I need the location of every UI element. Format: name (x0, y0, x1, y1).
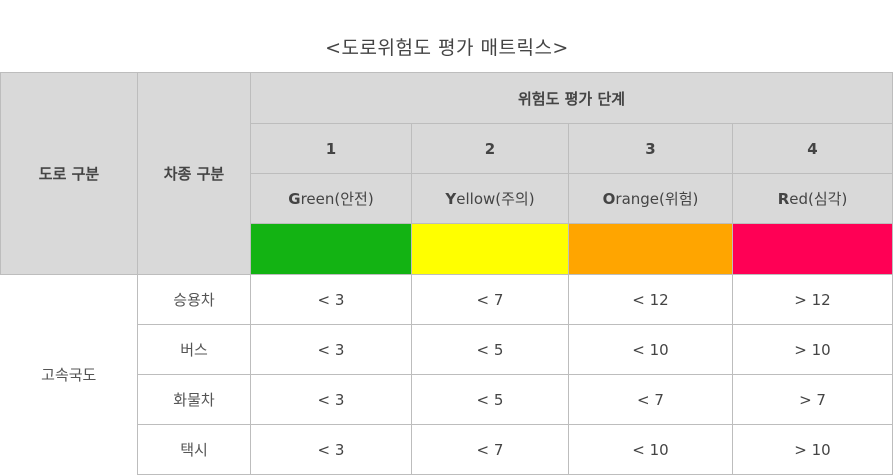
level-name: Orange(위험) (568, 173, 733, 224)
level-name-rest: reen(안전) (300, 190, 374, 208)
level-number: 1 (250, 123, 412, 174)
color-swatch-red (731, 223, 894, 275)
threshold-cell: < 12 (568, 274, 733, 325)
threshold-cell: < 3 (250, 424, 412, 475)
header-row-levels: 1 2 3 4 (1, 123, 894, 174)
threshold-cell: < 3 (250, 324, 412, 375)
risk-level-group-header: 위험도 평가 단계 (249, 72, 894, 124)
level-initial: O (602, 190, 616, 208)
color-swatch-orange (568, 223, 733, 275)
threshold-cell: > 10 (731, 324, 894, 375)
level-initial: R (777, 190, 790, 208)
level-name-rest: range(위험) (615, 190, 699, 208)
level-name: Green(안전) (250, 173, 412, 224)
threshold-cell: < 5 (411, 374, 569, 425)
risk-matrix-table: 도로 구분 차종 구분 위험도 평가 단계 1 2 3 4 Green(안전) … (0, 72, 894, 475)
table-row: 화물차 < 3 < 5 < 7 > 7 (1, 374, 894, 425)
level-name: Red(심각) (731, 173, 894, 224)
vehicle-type-cell: 버스 (137, 324, 251, 375)
vehicle-type-cell: 화물차 (137, 374, 251, 425)
threshold-cell: < 5 (411, 324, 569, 375)
table-row: 고속국도 승용차 < 3 < 7 < 12 > 12 (0, 274, 894, 475)
threshold-cell: > 10 (731, 424, 894, 475)
table-row: 택시 < 3 < 7 < 10 > 10 (1, 424, 894, 475)
threshold-cell: < 3 (250, 274, 412, 325)
vehicle-type-cell: 택시 (137, 424, 251, 475)
table-row: 버스 < 3 < 5 < 10 > 10 (1, 324, 894, 375)
road-type-cell: 고속국도 (0, 274, 138, 475)
level-name: Yellow(주의) (411, 173, 569, 224)
level-name-rest: ed(심각) (789, 190, 848, 208)
level-initial: G (288, 190, 301, 208)
level-number: 4 (731, 123, 894, 174)
threshold-cell: < 3 (250, 374, 412, 425)
threshold-cell: > 12 (731, 274, 894, 325)
vehicle-type-header: 차종 구분 (137, 72, 251, 275)
threshold-cell: < 7 (411, 274, 569, 325)
threshold-cell: < 7 (411, 424, 569, 475)
header-row-group: 도로 구분 차종 구분 위험도 평가 단계 (0, 72, 894, 275)
threshold-cell: < 7 (568, 374, 733, 425)
road-type-header: 도로 구분 (0, 72, 138, 275)
threshold-cell: > 7 (731, 374, 894, 425)
threshold-cell: < 10 (568, 324, 733, 375)
threshold-cell: < 10 (568, 424, 733, 475)
vehicle-type-cell: 승용차 (137, 274, 251, 325)
header-row-names: Green(안전) Yellow(주의) Orange(위험) Red(심각) (1, 173, 894, 224)
level-number: 2 (411, 123, 569, 174)
level-initial: Y (445, 190, 457, 208)
page-title: <도로위험도 평가 매트릭스> (325, 37, 569, 59)
color-swatch-green (250, 223, 412, 275)
level-name-rest: ellow(주의) (456, 190, 535, 208)
level-number: 3 (568, 123, 733, 174)
color-swatch-yellow (411, 223, 569, 275)
